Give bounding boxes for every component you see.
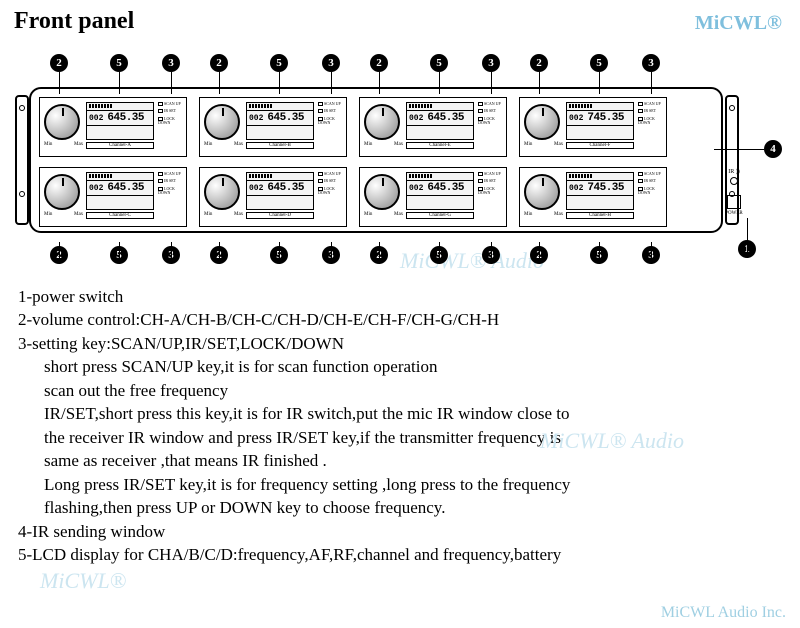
callout-lead [539, 72, 540, 94]
callout-lead [539, 242, 540, 264]
front-panel-diagram: IR )) POWER MinMax002645.35Channel-ASCAN… [15, 39, 785, 279]
callout-lead [331, 242, 332, 264]
callout-badge: 5 [110, 54, 128, 72]
legend-line: same as receiver ,that means IR finished… [18, 449, 782, 472]
footer-brand: MiCWL Audio Inc. [661, 604, 786, 622]
legend-line: Long press IR/SET key,it is for frequenc… [18, 473, 782, 496]
brand-logo: MiCWL® [695, 12, 782, 35]
callout-badge: 3 [482, 54, 500, 72]
callout-badge: 5 [430, 54, 448, 72]
callout-lead [599, 242, 600, 264]
callout-lead [379, 242, 380, 264]
callout-lead [59, 72, 60, 94]
callout-badge: 2 [370, 54, 388, 72]
callout-lead [171, 72, 172, 94]
legend-line: scan out the free frequency [18, 379, 782, 402]
callout-badge: 3 [322, 54, 340, 72]
callout-lead [59, 242, 60, 264]
legend-line: IR/SET,short press this key,it is for IR… [18, 402, 782, 425]
callout-lead [651, 242, 652, 264]
callout-badge: 5 [270, 54, 288, 72]
callout-badge: 2 [50, 54, 68, 72]
callout-lead [714, 149, 764, 150]
callout-badge: 3 [162, 54, 180, 72]
callouts-layer: 25325325325325325325325341 [15, 39, 785, 279]
callout-lead [747, 218, 748, 258]
callout-lead [379, 72, 380, 94]
callout-lead [119, 242, 120, 264]
callout-lead [599, 72, 600, 94]
callout-lead [491, 72, 492, 94]
callout-lead [219, 72, 220, 94]
callout-badge: 2 [530, 54, 548, 72]
callout-lead [439, 72, 440, 94]
callout-badge: 2 [210, 54, 228, 72]
legend-text: 1-power switch2-volume control:CH-A/CH-B… [18, 285, 782, 566]
page-title: Front panel [14, 8, 800, 35]
callout-badge: 4 [764, 140, 782, 158]
callout-lead [279, 72, 280, 94]
callout-lead [331, 72, 332, 94]
legend-line: 4-IR sending window [18, 520, 782, 543]
legend-line: flashing,then press UP or DOWN key to ch… [18, 496, 782, 519]
callout-badge: 5 [590, 54, 608, 72]
legend-line: 2-volume control:CH-A/CH-B/CH-C/CH-D/CH-… [18, 308, 782, 331]
legend-line: 1-power switch [18, 285, 782, 308]
legend-line: 3-setting key:SCAN/UP,IR/SET,LOCK/DOWN [18, 332, 782, 355]
callout-lead [119, 72, 120, 94]
callout-lead [439, 242, 440, 264]
callout-lead [171, 242, 172, 264]
callout-lead [491, 242, 492, 264]
legend-line: short press SCAN/UP key,it is for scan f… [18, 355, 782, 378]
callout-badge: 3 [642, 54, 660, 72]
legend-line: the receiver IR window and press IR/SET … [18, 426, 782, 449]
callout-lead [651, 72, 652, 94]
callout-lead [279, 242, 280, 264]
watermark: MiCWL® [40, 568, 126, 594]
callout-lead [219, 242, 220, 264]
legend-line: 5-LCD display for CHA/B/C/D:frequency,AF… [18, 543, 782, 566]
